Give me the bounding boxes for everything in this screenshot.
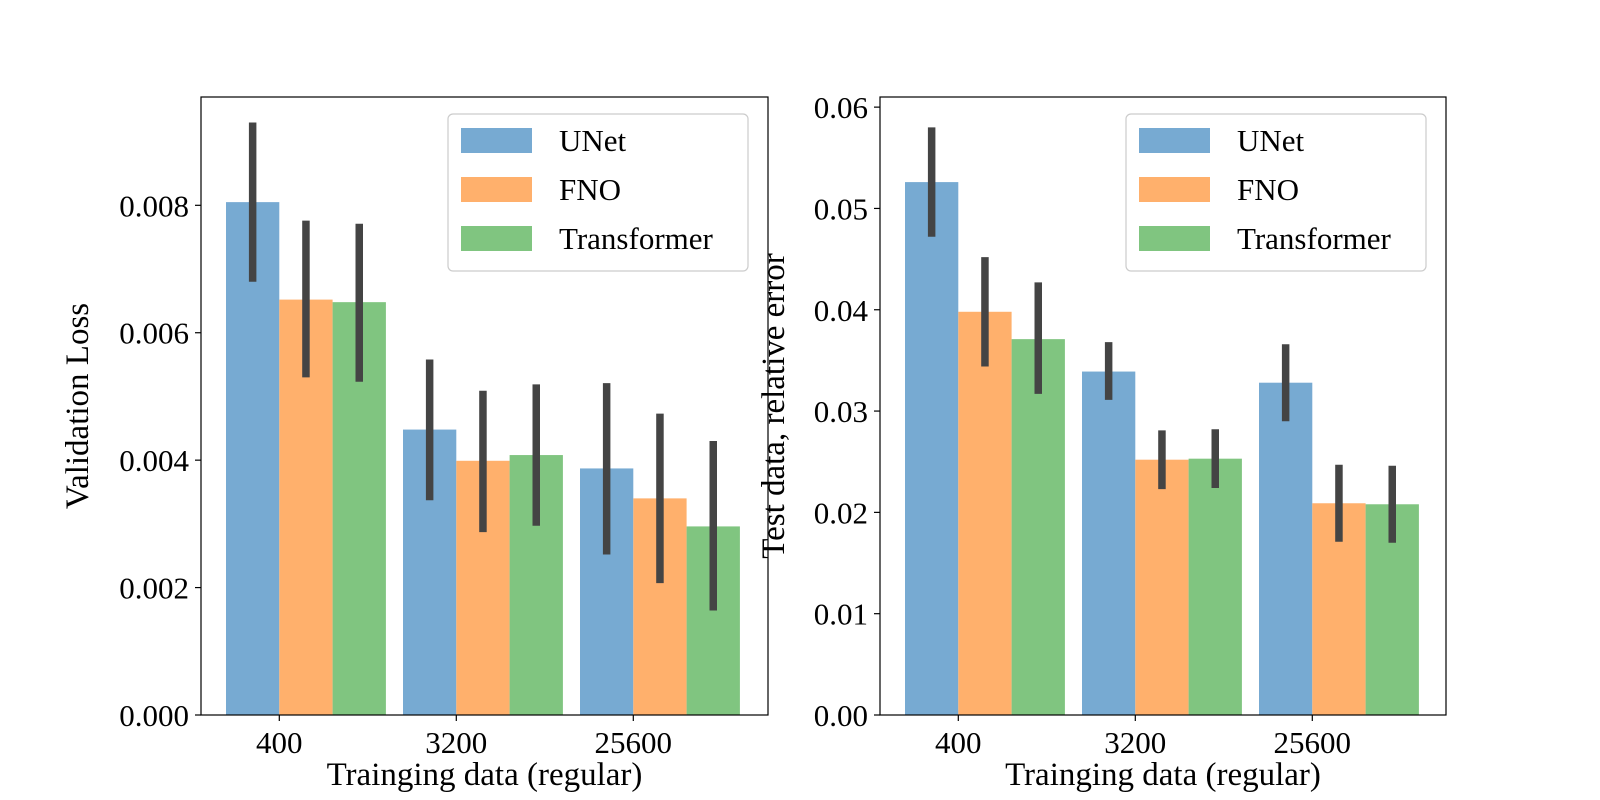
- x-axis-label: Trainging data (regular): [327, 757, 643, 793]
- legend-swatch-transformer: [461, 226, 532, 251]
- legend: UNet FNO Transformer: [447, 113, 749, 272]
- legend-label-fno: FNO: [559, 172, 621, 207]
- x-tick-label: 3200: [1104, 725, 1166, 760]
- axes-frame: [200, 96, 769, 716]
- y-tick-label: 0.06: [814, 90, 868, 125]
- y-tick-label: 0.008: [119, 188, 189, 223]
- bar-transformer-400: [1011, 339, 1065, 715]
- legend-swatch-unet: [461, 128, 532, 153]
- bar-fno-400: [958, 311, 1012, 715]
- x-axis-label: Trainging data (regular): [1005, 757, 1321, 793]
- chart-panel-2: 0.00 0.01 0.02 0.03 0.04 0.05 0.06 400 3200 25600…: [756, 90, 1447, 793]
- y-tick-label: 0.000: [119, 698, 189, 733]
- bar-unet-400: [905, 182, 959, 716]
- legend-label-unet: UNet: [559, 123, 627, 158]
- y-tick-label: 0.004: [119, 443, 189, 478]
- x-tick-label: 25600: [595, 725, 673, 760]
- y-axis-label: Validation Loss: [60, 303, 96, 509]
- bar-transformer-3200: [1188, 458, 1242, 715]
- y-axis-label: Test data, relative error: [756, 253, 792, 559]
- x-tick-label: 3200: [425, 725, 487, 760]
- legend-swatch-fno: [461, 177, 532, 202]
- legend-label-unet: UNet: [1237, 123, 1305, 158]
- legend: UNet FNO Transformer: [1125, 113, 1427, 272]
- y-tick-label: 0.002: [119, 571, 189, 606]
- x-tick-label: 400: [256, 725, 303, 760]
- legend-swatch-unet: [1139, 128, 1210, 153]
- y-tick-label: 0.03: [814, 394, 868, 429]
- x-tick-label: 400: [935, 725, 982, 760]
- bar-unet-400: [226, 202, 280, 715]
- x-tick-label: 25600: [1274, 725, 1352, 760]
- y-tick-label: 0.01: [814, 597, 868, 632]
- bar-unet-25600: [1259, 382, 1313, 715]
- legend-label-transformer: Transformer: [1237, 221, 1392, 256]
- y-tick-label: 0.02: [814, 495, 868, 530]
- y-tick-label: 0.05: [814, 191, 868, 226]
- y-tick-label: 0.00: [814, 698, 868, 733]
- legend-swatch-fno: [1139, 177, 1210, 202]
- legend-label-fno: FNO: [1237, 172, 1299, 207]
- y-tick-label: 0.006: [119, 316, 189, 351]
- axes-frame: [879, 96, 1447, 716]
- bar-unet-3200: [1082, 371, 1136, 715]
- bar-fno-3200: [1135, 459, 1189, 715]
- legend-swatch-transformer: [1139, 226, 1210, 251]
- legend-label-transformer: Transformer: [559, 221, 714, 256]
- y-tick-label: 0.04: [814, 293, 869, 328]
